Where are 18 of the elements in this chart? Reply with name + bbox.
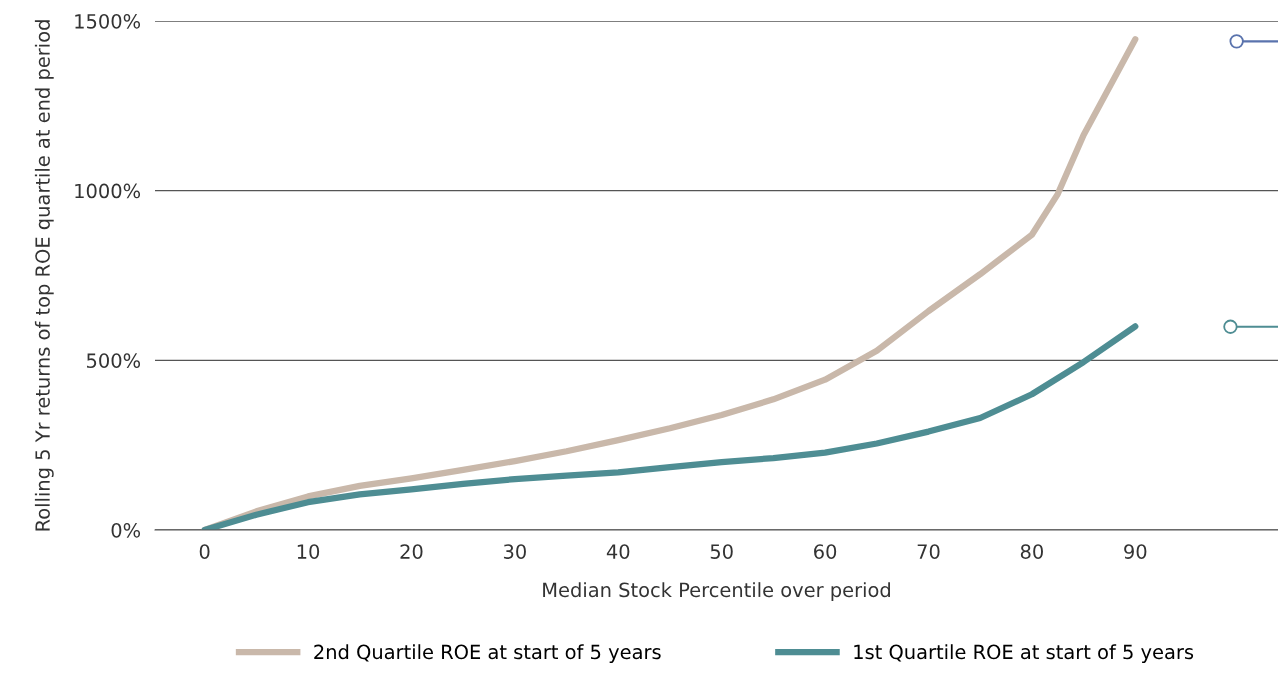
x-tick-label: 10 — [297, 544, 320, 559]
x-tick-label: 80 — [1020, 544, 1043, 559]
x-tick-label: 70 — [917, 544, 940, 559]
x-tick-label: 60 — [814, 544, 837, 559]
x-tick-label: 90 — [1124, 544, 1147, 559]
x-tick-label: 20 — [400, 544, 423, 559]
x-axis-title: Median Stock Percentile over period — [543, 582, 890, 601]
x-tick-label: 40 — [606, 544, 630, 559]
legend-label: 1st Quartile ROE at start of 5 years — [854, 644, 1194, 664]
y-tick-label: 1000% — [75, 183, 141, 199]
legend-label: 2nd Quartile ROE at start of 5 years — [314, 644, 661, 664]
x-tick-label: 0 — [199, 544, 210, 559]
x-tick-label: 30 — [503, 544, 526, 559]
y-tick-label: 0% — [111, 522, 141, 538]
y-tick-label: 500% — [87, 353, 141, 368]
x-tick-label: 50 — [710, 544, 733, 559]
y-axis-title: Rolling 5 Yr returns of top ROE quartile at end period — [34, 20, 54, 531]
y-tick-label: 1500% — [75, 13, 141, 29]
